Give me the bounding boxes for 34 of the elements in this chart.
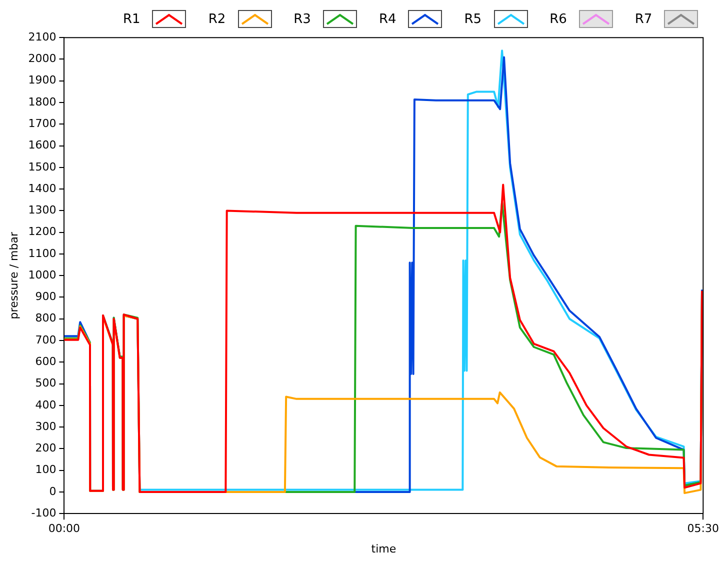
y-tick-label: -100 bbox=[31, 506, 56, 520]
y-tick-label: 2100 bbox=[28, 30, 56, 44]
y-tick-label: 900 bbox=[35, 290, 56, 304]
legend-label: R1 bbox=[123, 12, 140, 26]
y-tick-label: 600 bbox=[35, 355, 56, 368]
y-tick-label: 1300 bbox=[28, 204, 56, 217]
y-tick-label: 0 bbox=[49, 484, 56, 498]
y-tick-label: 1800 bbox=[28, 95, 56, 108]
legend-label: R4 bbox=[378, 12, 396, 26]
y-tick-label: 1400 bbox=[28, 182, 56, 195]
y-tick-label: 1500 bbox=[28, 160, 56, 174]
y-tick-label: 500 bbox=[35, 376, 56, 390]
y-tick-label: 1200 bbox=[28, 225, 56, 238]
legend-label: R6 bbox=[550, 12, 567, 26]
y-tick-label: 1100 bbox=[28, 246, 56, 260]
x-axis-title: time bbox=[371, 542, 396, 556]
y-tick-label: 1600 bbox=[28, 138, 56, 152]
y-tick-label: 1700 bbox=[28, 117, 56, 130]
y-tick-label: 700 bbox=[35, 333, 56, 346]
y-tick-label: 300 bbox=[35, 420, 56, 433]
y-tick-label: 200 bbox=[35, 442, 56, 455]
legend-label: R3 bbox=[294, 12, 311, 26]
legend-label: R2 bbox=[208, 12, 226, 26]
x-tick-label: 05:30 bbox=[687, 522, 719, 536]
y-axis-title: pressure / mbar bbox=[7, 232, 20, 320]
y-tick-label: 800 bbox=[35, 312, 56, 325]
x-tick-label: 00:00 bbox=[48, 522, 80, 536]
y-tick-label: 1900 bbox=[28, 74, 56, 87]
y-tick-label: 400 bbox=[35, 398, 56, 412]
y-tick-label: 100 bbox=[35, 463, 56, 476]
legend-label: R7 bbox=[634, 12, 652, 26]
legend-label: R5 bbox=[464, 12, 482, 26]
y-tick-label: 1000 bbox=[28, 268, 56, 282]
y-tick-label: 2000 bbox=[28, 52, 56, 66]
